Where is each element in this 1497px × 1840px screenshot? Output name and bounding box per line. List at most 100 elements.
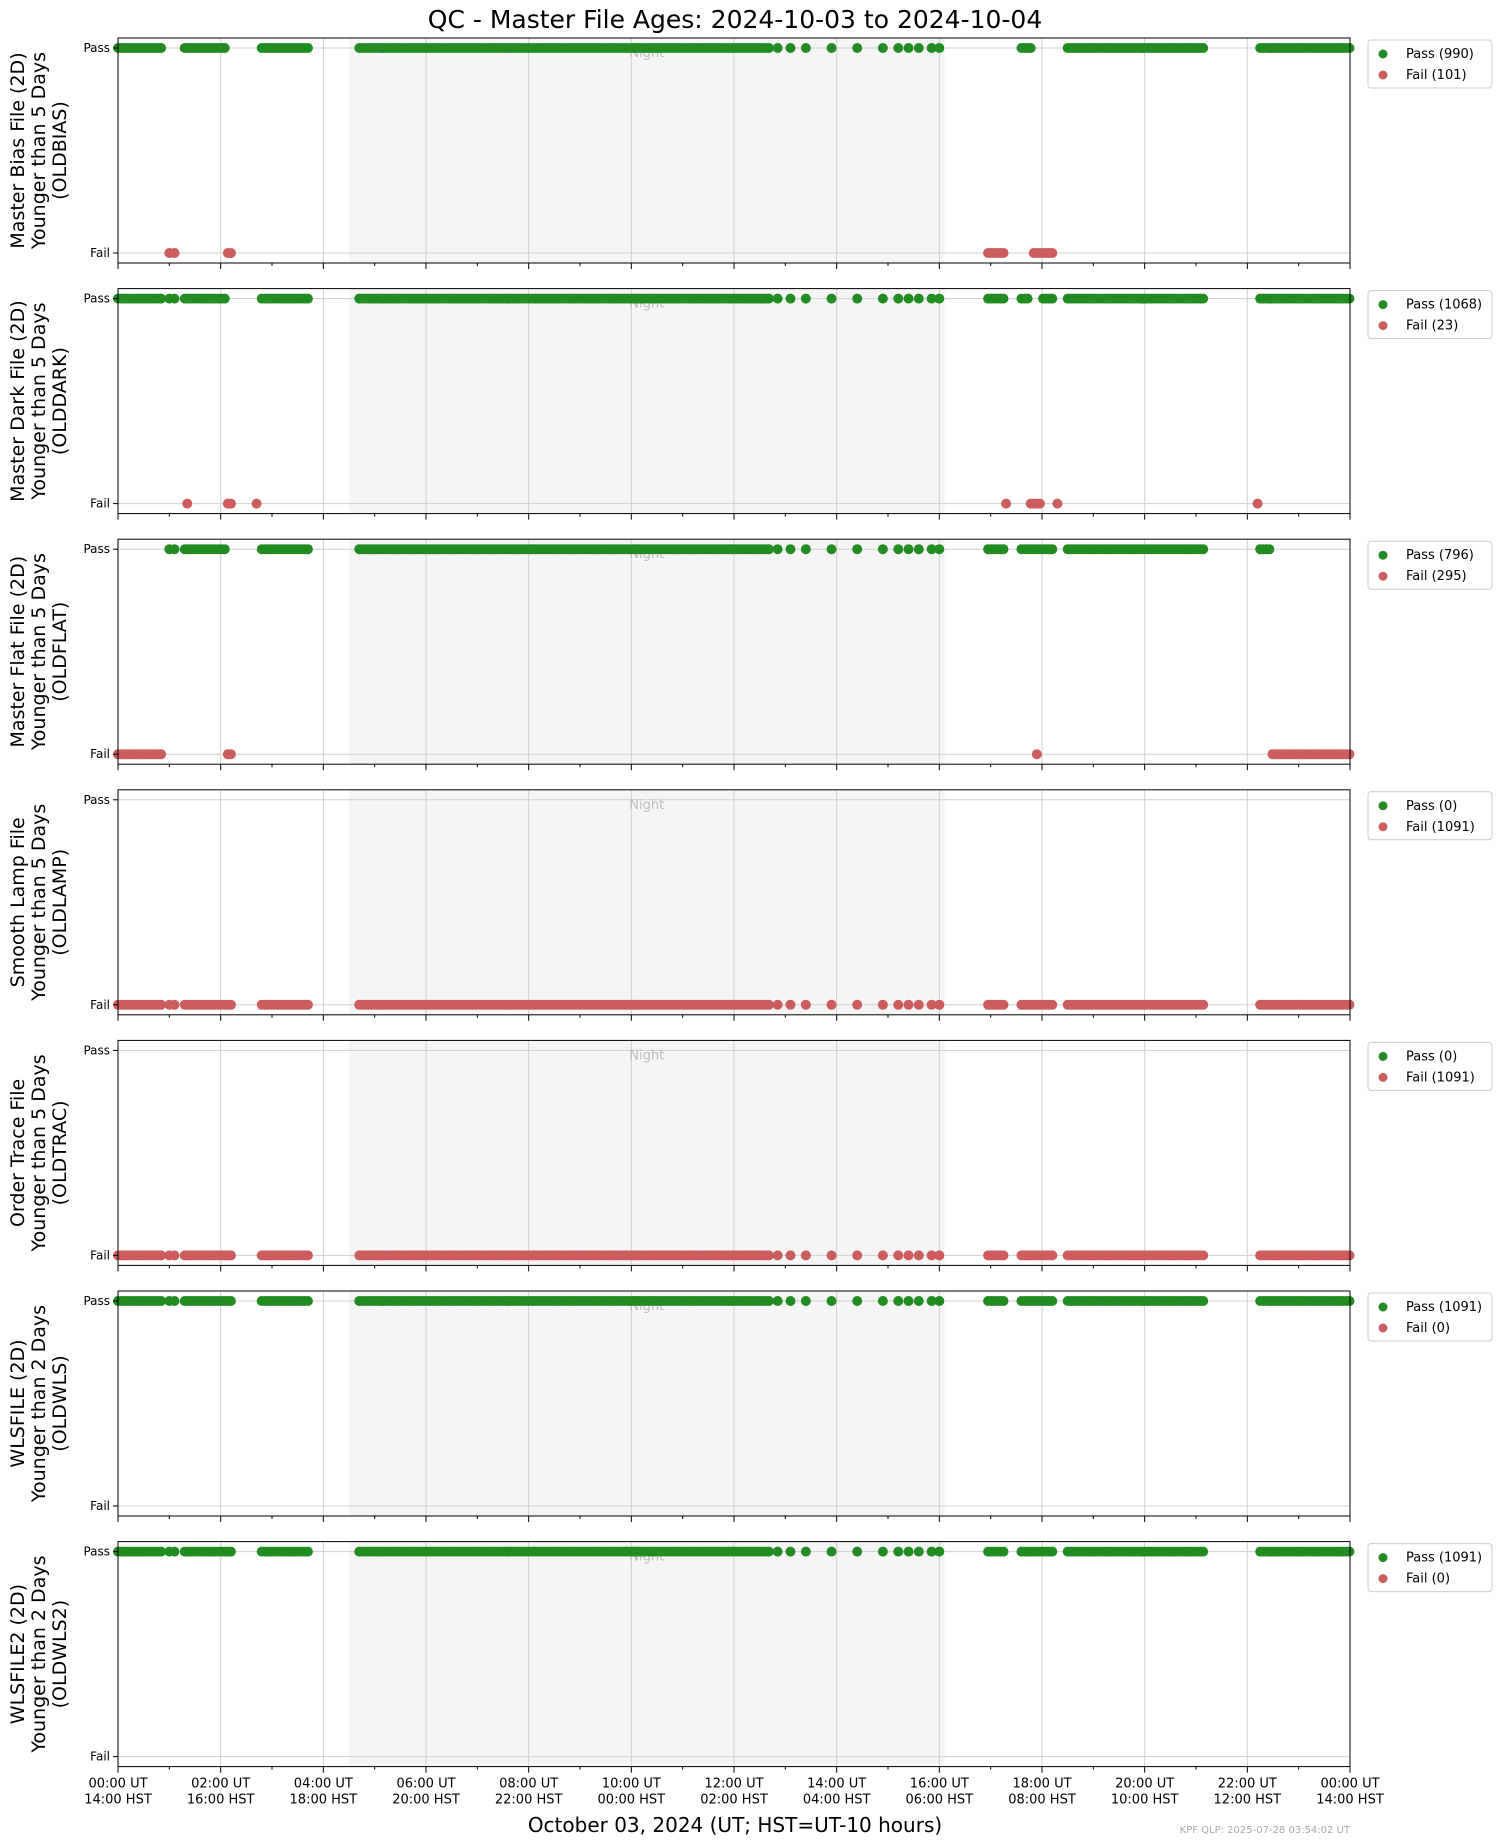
- pass-point: [934, 293, 945, 304]
- fail-point: [852, 999, 863, 1010]
- x-tick-label-ut: 20:00 UT: [1115, 1777, 1174, 1792]
- x-tick-label-hst: 22:00 HST: [495, 1793, 563, 1808]
- pass-point: [156, 1296, 167, 1306]
- y-axis-label-line: (OLDTRAC): [49, 1100, 71, 1205]
- y-tick-label: Pass: [83, 292, 110, 306]
- pass-point: [763, 1296, 774, 1306]
- legend-box: [1367, 290, 1493, 340]
- pass-point: [913, 544, 924, 555]
- legend-fail-marker: [1378, 70, 1388, 80]
- pass-point: [1047, 544, 1058, 555]
- y-axis-label-line: Younger than 5 Days: [28, 1054, 50, 1252]
- y-tick-label: Fail: [90, 998, 110, 1012]
- x-tick-label-ut: 02:00 UT: [191, 1777, 250, 1792]
- fail-point: [169, 1250, 180, 1261]
- panel-4: Night Pass Fail Smooth Lamp FileYounger tha…: [7, 789, 1493, 1021]
- data-points: [113, 293, 1355, 509]
- fail-point: [1198, 999, 1209, 1010]
- pass-point: [877, 293, 888, 304]
- night-shading: [349, 1541, 945, 1767]
- x-tick-label: 18:00 UT 08:00 HST: [1008, 1777, 1076, 1808]
- pass-point: [800, 1546, 811, 1557]
- night-shading: [349, 789, 945, 1015]
- pass-point: [903, 293, 914, 304]
- pass-point: [763, 293, 774, 304]
- pass-point: [1264, 544, 1275, 555]
- pass-point: [877, 1296, 888, 1306]
- pass-point: [302, 1296, 313, 1306]
- pass-point: [893, 544, 904, 555]
- fail-point: [826, 999, 837, 1010]
- fail-point: [1344, 1250, 1355, 1261]
- night-shading: [349, 38, 945, 263]
- fail-point: [156, 999, 167, 1010]
- legend-pass-label: Pass (796): [1406, 548, 1474, 563]
- y-axis-label-line: (OLDLAMP): [49, 849, 71, 956]
- legend: Pass (796) Fail (295): [1367, 540, 1493, 590]
- pass-point: [934, 43, 945, 53]
- pass-point: [302, 1546, 313, 1557]
- legend-pass-label: Pass (0): [1406, 799, 1457, 814]
- fail-point: [1047, 1250, 1058, 1261]
- footer-timestamp: KPF QLP: 2025-07-28 03:54:02 UT: [1180, 1825, 1351, 1836]
- y-tick-label: Pass: [83, 41, 110, 55]
- legend: Pass (1091) Fail (0): [1367, 1543, 1493, 1593]
- y-axis-label-line: Master Dark File (2D): [7, 300, 29, 501]
- legend-fail-marker: [1378, 1072, 1388, 1082]
- x-tick-label-ut: 04:00 UT: [294, 1777, 353, 1792]
- fail-point: [763, 999, 774, 1010]
- pass-point: [772, 43, 783, 53]
- pass-point: [219, 293, 230, 304]
- pass-point: [1025, 43, 1036, 53]
- pass-point: [893, 1296, 904, 1306]
- x-tick-label-hst: 18:00 HST: [290, 1793, 358, 1808]
- fail-point: [772, 1250, 783, 1261]
- x-tick-label-ut: 18:00 UT: [1012, 1777, 1071, 1792]
- fail-point: [156, 1250, 167, 1261]
- pass-point: [903, 1546, 914, 1557]
- pass-point: [800, 544, 811, 555]
- pass-point: [785, 43, 796, 53]
- fail-point: [1344, 749, 1355, 760]
- fail-point: [903, 999, 914, 1010]
- fail-point: [182, 498, 193, 509]
- x-tick-label-ut: 12:00 UT: [704, 1777, 763, 1792]
- data-points: [113, 1250, 1355, 1261]
- pass-point: [913, 43, 924, 53]
- x-tick-label: 06:00 UT 20:00 HST: [392, 1777, 460, 1808]
- fail-point: [156, 749, 167, 760]
- x-tick-label: 02:00 UT 16:00 HST: [187, 1777, 255, 1808]
- pass-point: [998, 544, 1009, 555]
- x-tick-label-ut: 14:00 UT: [807, 1777, 866, 1792]
- y-axis-label-line: WLSFILE (2D): [7, 1339, 29, 1467]
- y-axis-label-line: (OLDWLS): [49, 1355, 71, 1451]
- pass-point: [1198, 293, 1209, 304]
- pass-point: [225, 1546, 236, 1557]
- fail-point: [877, 999, 888, 1010]
- y-tick-label: Fail: [90, 497, 110, 511]
- pass-point: [1344, 293, 1355, 304]
- pass-point: [156, 43, 167, 53]
- y-axis-label: Order Trace FileYounger than 5 Days(OLDT…: [7, 1054, 71, 1252]
- legend-fail-label: Fail (0): [1406, 1321, 1450, 1336]
- pass-point: [826, 1546, 837, 1557]
- y-tick-label: Pass: [83, 1545, 110, 1559]
- legend-box: [1367, 39, 1493, 89]
- fail-point: [877, 1250, 888, 1261]
- pass-point: [926, 544, 937, 555]
- fail-point: [1344, 999, 1355, 1010]
- y-axis-label-line: Master Bias File (2D): [7, 52, 29, 248]
- data-points: [113, 544, 1355, 760]
- y-tick-label: Pass: [83, 793, 110, 807]
- pass-point: [913, 293, 924, 304]
- fail-point: [998, 248, 1009, 258]
- legend-pass-marker: [1378, 1051, 1388, 1061]
- fail-point: [926, 999, 937, 1010]
- data-points: [113, 43, 1355, 258]
- y-axis-label-line: Younger than 2 Days: [28, 1305, 50, 1503]
- fail-point: [225, 749, 236, 760]
- fail-point: [1252, 498, 1263, 509]
- pass-point: [934, 1546, 945, 1557]
